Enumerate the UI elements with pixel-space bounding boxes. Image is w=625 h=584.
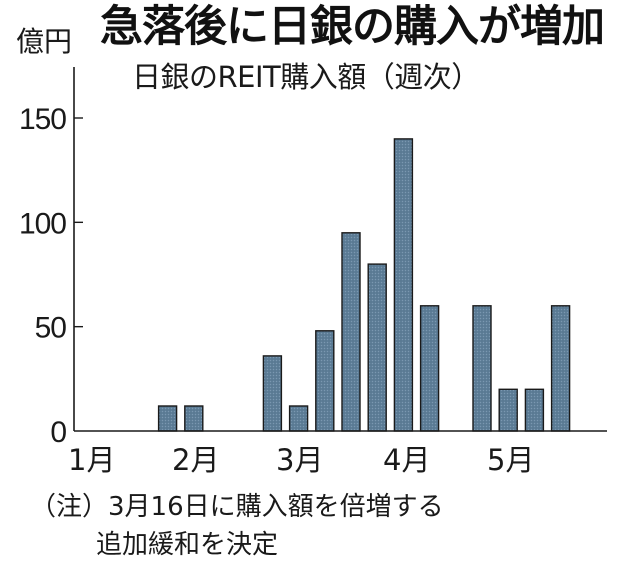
y-tick-label: 150 — [19, 103, 66, 136]
x-ticks-group: 1月 2月 3月 4月 5月 — [68, 443, 534, 477]
bar — [419, 305, 440, 432]
footnote-line-2: 追加緩和を決定 — [96, 530, 279, 560]
bar — [367, 263, 387, 432]
bars-group — [157, 138, 571, 432]
bar — [288, 405, 309, 432]
y-ticks-group: 0 50 100 150 — [19, 103, 83, 449]
x-tick-label: 5月 — [487, 443, 534, 477]
footnote: （注）3月16日に購入額を倍増する 追加緩和を決定 — [30, 488, 444, 564]
bar — [262, 355, 283, 432]
y-tick-label: 0 — [50, 416, 66, 449]
bar — [341, 232, 361, 432]
y-tick-label: 50 — [35, 312, 67, 345]
bar — [524, 388, 545, 432]
chart-title: 急落後に日銀の購入が増加 — [100, 2, 605, 52]
x-tick-label: 1月 — [68, 443, 115, 477]
bar — [315, 330, 335, 432]
bar — [550, 305, 571, 432]
y-axis-unit-label: 億円 — [16, 25, 73, 58]
bar — [184, 405, 204, 432]
x-tick-label: 4月 — [383, 443, 430, 477]
x-tick-label: 2月 — [172, 443, 219, 477]
y-tick-label: 100 — [19, 207, 66, 240]
footnote-line-1: （注）3月16日に購入額を倍増する — [30, 492, 444, 522]
bar — [472, 305, 492, 432]
axes-group — [73, 67, 607, 432]
bar — [157, 405, 178, 432]
bar — [393, 138, 414, 432]
bar — [498, 388, 518, 432]
x-tick-label: 3月 — [276, 443, 323, 477]
chart-subtitle: 日銀のREIT購入額（週次） — [132, 60, 480, 94]
